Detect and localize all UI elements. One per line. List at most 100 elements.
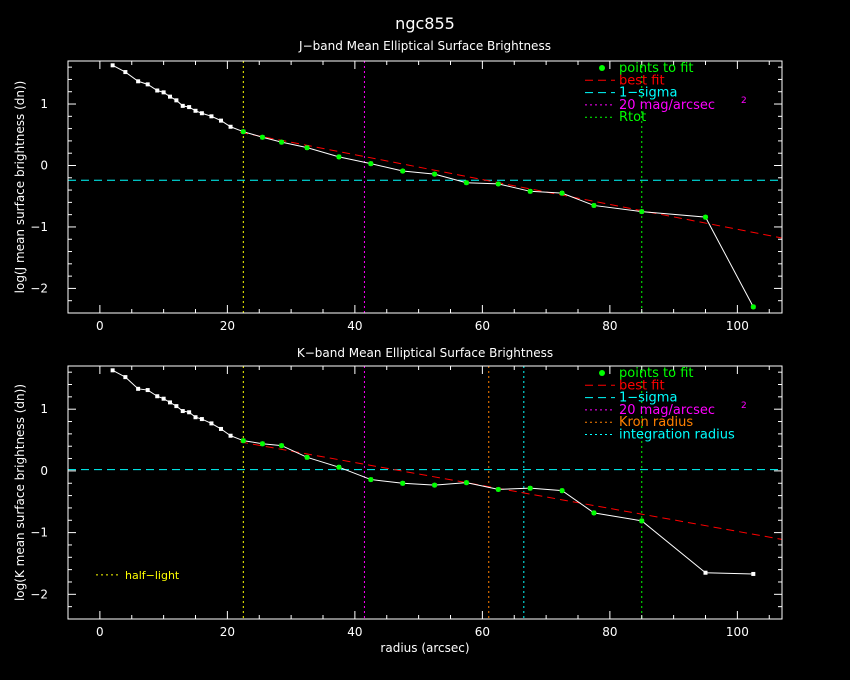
j-x-tick-label: 40 (347, 319, 362, 333)
j-fit-point (702, 214, 709, 220)
j-profile-point (136, 79, 141, 84)
j-legend-label: 20 mag/arcsec (619, 98, 715, 113)
k-fit-point (527, 485, 533, 491)
j-fit-point (278, 139, 285, 145)
k-x-tick-label: 100 (726, 625, 749, 639)
j-legend-label: 1−sigma (619, 86, 677, 101)
k-profile-point (199, 417, 204, 422)
k-legend-label-sup: 2 (741, 401, 747, 411)
j-profile-point (145, 82, 150, 87)
j-fit-point (240, 129, 246, 135)
k-fit-point (336, 464, 342, 470)
k-x-tick-label: 40 (347, 625, 362, 639)
k-legend-label: 20 mag/arcsec (619, 403, 715, 418)
j-fit-point (259, 134, 266, 140)
k-legend-label: 1−sigma (619, 391, 677, 406)
k-profile-point (161, 396, 166, 401)
k-fit-point (591, 510, 597, 516)
j-best-fit-line (240, 131, 782, 239)
j-fit-point (559, 190, 565, 196)
j-x-tick-label: 100 (726, 319, 749, 333)
k-fit-point (368, 476, 374, 483)
j-y-tick-label: 1 (40, 97, 48, 111)
k-fit-point (400, 480, 406, 486)
k-y-axis-label: log(K mean surface brightness (dn)) (13, 384, 27, 601)
j-fit-point (336, 154, 342, 160)
k-profile-point (155, 394, 160, 399)
j-profile-point (110, 63, 115, 68)
j-plot-area (68, 61, 782, 313)
j-profile-point (193, 108, 198, 113)
j-fit-point (639, 208, 645, 215)
j-fit-point (431, 171, 438, 177)
k-profile-point (751, 571, 756, 576)
k-y-tick-label: −2 (30, 587, 48, 601)
k-fit-point (278, 443, 285, 449)
k-profile-point (703, 570, 708, 575)
k-panel-title: K−band Mean Elliptical Surface Brightnes… (297, 346, 553, 360)
j-x-tick-label: 0 (96, 319, 104, 333)
j-plot-frame (67, 60, 783, 314)
k-plot-area (68, 366, 782, 619)
k-best-fit-line (240, 441, 782, 540)
j-y-axis-label: log(J mean surface brightness (dn)) (13, 81, 27, 294)
j-profile-point (168, 94, 172, 99)
k-x-tick-label: 60 (475, 625, 490, 639)
k-x-tick-label: 20 (220, 625, 235, 639)
k-x-tick-label: 0 (96, 625, 104, 639)
k-profile-point (174, 404, 179, 409)
j-fit-point (463, 180, 470, 186)
k-fit-point (304, 454, 310, 460)
k-profile-point (145, 388, 150, 393)
k-legend-label: integration radius (619, 428, 735, 443)
j-fit-point (591, 202, 597, 209)
k-profile-point (123, 375, 128, 380)
j-fit-point (750, 304, 756, 310)
k-fit-point (495, 486, 501, 493)
k-legend-label: Kron radius (619, 415, 693, 430)
j-fit-point (400, 168, 406, 174)
j-y-tick-label: −1 (30, 220, 48, 234)
k-profile-point (168, 400, 172, 405)
k-profile-point (193, 415, 198, 420)
k-plot-frame (67, 365, 783, 620)
k-fit-point (259, 441, 266, 447)
j-fit-point (495, 181, 501, 187)
j-profile-point (199, 111, 204, 116)
k-profile-point (136, 386, 141, 391)
j-fit-point (368, 161, 374, 167)
k-profile-point (219, 426, 223, 431)
k-profile-point (209, 421, 214, 426)
k-panel: K−band Mean Elliptical Surface Brightnes… (13, 346, 783, 639)
j-legend-label-sup: 2 (741, 96, 747, 106)
j-fit-point (304, 145, 310, 151)
j-profile-point (123, 70, 128, 75)
k-fit-point (639, 518, 645, 524)
j-profile-point (174, 98, 179, 103)
j-x-tick-label: 60 (475, 319, 490, 333)
k-legend-label: best fit (619, 378, 665, 393)
j-profile-point (161, 90, 166, 95)
j-panel-title: J−band Mean Elliptical Surface Brightnes… (298, 39, 551, 53)
k-legend-label: points to fit (619, 366, 694, 381)
j-legend-swatch (599, 65, 605, 71)
k-profile-point (180, 409, 185, 414)
k-profile-point (228, 433, 233, 438)
j-legend-label: points to fit (619, 61, 694, 76)
j-legend-label: Rtot (619, 110, 646, 125)
k-y-tick-label: 1 (40, 402, 48, 416)
k-fit-point (463, 480, 470, 486)
k-y-tick-label: 0 (40, 464, 48, 478)
k-profile-point (187, 410, 192, 415)
j-profile-point (155, 88, 160, 93)
j-profile-point (180, 103, 185, 108)
j-panel: J−band Mean Elliptical Surface Brightnes… (13, 39, 783, 333)
j-x-tick-label: 80 (602, 319, 617, 333)
j-x-tick-label: 20 (220, 319, 235, 333)
x-axis-label: radius (arcsec) (380, 641, 469, 655)
page-title: ngc855 (395, 14, 455, 33)
k-profile-point (110, 368, 115, 373)
k-fit-point (559, 488, 565, 494)
k-fit-point (431, 482, 438, 488)
